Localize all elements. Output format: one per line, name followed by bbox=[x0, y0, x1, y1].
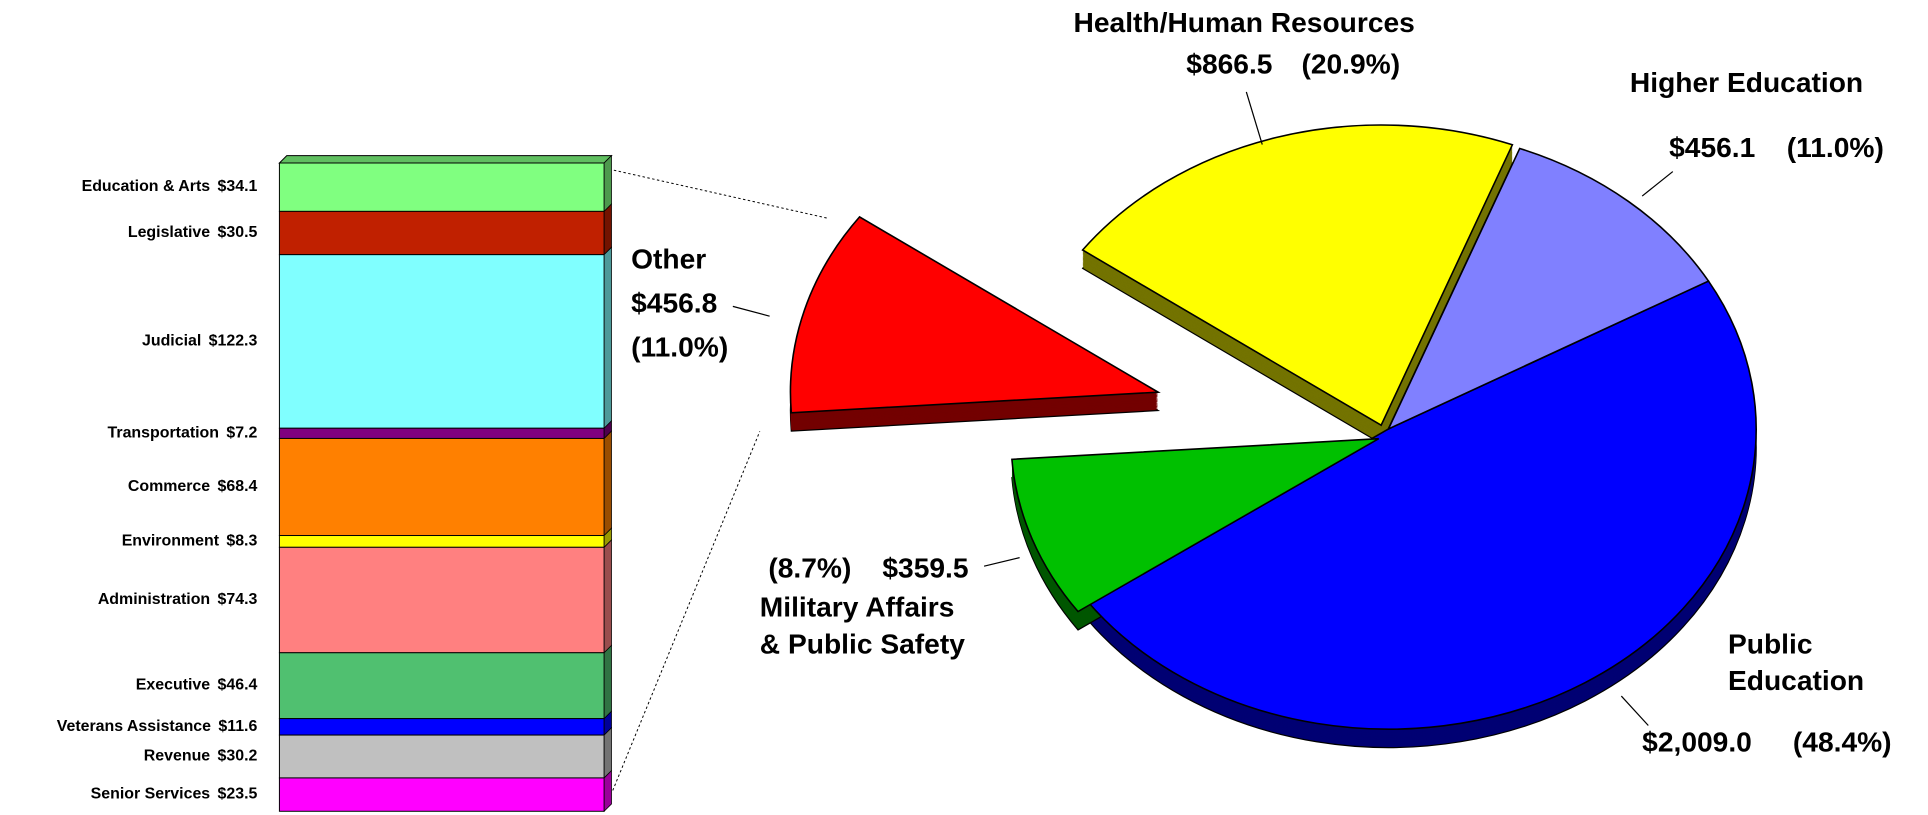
connector bbox=[612, 431, 761, 791]
value-label: $68.4 bbox=[218, 478, 258, 495]
category-label: Executive bbox=[136, 677, 210, 694]
slice-label: Military Affairs bbox=[760, 591, 955, 623]
leader-line bbox=[1641, 171, 1674, 197]
bar-segment bbox=[278, 427, 605, 439]
bar-label: Transportation $7.2 bbox=[108, 425, 258, 442]
chart-body: Public Education $2,009.0 (48.4%) Military A… bbox=[57, 6, 1892, 813]
value-label: $2,009.0 bbox=[1642, 725, 1752, 757]
bar-label: Veterans Assistance $11.6 bbox=[57, 718, 258, 735]
pie bbox=[789, 124, 1757, 749]
bar-segment bbox=[278, 535, 605, 548]
bar-segment bbox=[278, 718, 605, 736]
slice-label: Higher Education bbox=[1630, 66, 1863, 98]
percent-label: (48.4%) bbox=[1793, 725, 1892, 757]
connector bbox=[608, 168, 828, 219]
percent-label: (8.7%) bbox=[768, 551, 851, 583]
leader-line bbox=[732, 305, 770, 317]
value-label: $866.5 bbox=[1186, 48, 1272, 80]
bar-segment-side bbox=[603, 726, 612, 779]
category-label: Legislative bbox=[128, 224, 210, 241]
bar-label: Judicial $122.3 bbox=[142, 333, 257, 350]
category-label: Commerce bbox=[128, 478, 210, 495]
bar-label: Administration $74.3 bbox=[98, 591, 258, 608]
category-label: Veterans Assistance bbox=[57, 718, 211, 735]
slice-label: Education bbox=[1728, 664, 1864, 696]
slice-label: & Public Safety bbox=[760, 627, 965, 659]
leader-line bbox=[983, 557, 1020, 567]
bar-segment-side bbox=[603, 154, 612, 213]
percent-label: (20.9%) bbox=[1301, 48, 1400, 80]
bar-segment bbox=[278, 162, 605, 212]
bar-segment bbox=[278, 777, 605, 812]
value-label: $30.5 bbox=[218, 224, 258, 241]
bar-segment-side bbox=[603, 769, 612, 813]
slice-label: Public bbox=[1728, 627, 1813, 659]
category-label: Senior Services bbox=[91, 786, 211, 803]
category-label: Judicial bbox=[142, 333, 201, 350]
bar-label: Education & Arts $34.1 bbox=[82, 178, 258, 195]
bar-segment bbox=[278, 210, 605, 256]
slice bbox=[1081, 124, 1514, 427]
value-label: $74.3 bbox=[218, 591, 258, 608]
slice bbox=[1386, 147, 1710, 431]
bar-segment bbox=[278, 437, 605, 537]
slice bbox=[1086, 280, 1757, 730]
category-label: Administration bbox=[98, 591, 210, 608]
bar-segment-side bbox=[603, 246, 612, 430]
bar-segment-side bbox=[603, 539, 612, 654]
slice-label: Other bbox=[631, 242, 706, 274]
bar-segment-side bbox=[603, 644, 612, 720]
value-label: $46.4 bbox=[218, 677, 258, 694]
value-label: $23.5 bbox=[218, 786, 258, 803]
bar-label: Senior Services $23.5 bbox=[91, 786, 258, 803]
slice-label: Health/Human Resources bbox=[1074, 6, 1415, 38]
bar-segment-side bbox=[603, 430, 612, 537]
bar-label: Legislative $30.5 bbox=[128, 224, 258, 241]
slice bbox=[789, 215, 1161, 414]
value-label: $8.3 bbox=[226, 533, 257, 550]
value-label: $456.8 bbox=[631, 287, 717, 319]
category-label: Environment bbox=[122, 533, 220, 550]
bar-segment-side bbox=[603, 203, 612, 256]
percent-label: (11.0%) bbox=[1787, 131, 1884, 163]
bar-segment bbox=[278, 652, 605, 720]
category-label: Transportation bbox=[108, 425, 219, 442]
value-label: $7.2 bbox=[226, 425, 257, 442]
slice bbox=[1011, 437, 1380, 613]
bar-segment bbox=[278, 254, 605, 429]
bar-segment bbox=[278, 546, 605, 654]
bar-segment bbox=[278, 734, 605, 779]
bar-top bbox=[278, 155, 613, 164]
value-label: $11.6 bbox=[218, 718, 257, 735]
stacked-bar bbox=[278, 154, 613, 813]
category-label: Revenue bbox=[144, 748, 211, 765]
bar-label: Environment $8.3 bbox=[122, 533, 258, 550]
leader-line bbox=[1245, 91, 1263, 145]
value-label: $34.1 bbox=[218, 178, 258, 195]
value-label: $30.2 bbox=[218, 748, 258, 765]
category-label: Education & Arts bbox=[82, 178, 211, 195]
bar-label: Revenue $30.2 bbox=[144, 748, 258, 765]
bar-label: Commerce $68.4 bbox=[128, 478, 258, 495]
value-label: $359.5 bbox=[882, 551, 968, 583]
percent-label: (11.0%) bbox=[631, 331, 728, 363]
value-label: $122.3 bbox=[209, 333, 258, 350]
bar-label: Executive $46.4 bbox=[136, 677, 258, 694]
leader-line bbox=[1620, 695, 1649, 726]
value-label: $456.1 bbox=[1669, 131, 1755, 163]
